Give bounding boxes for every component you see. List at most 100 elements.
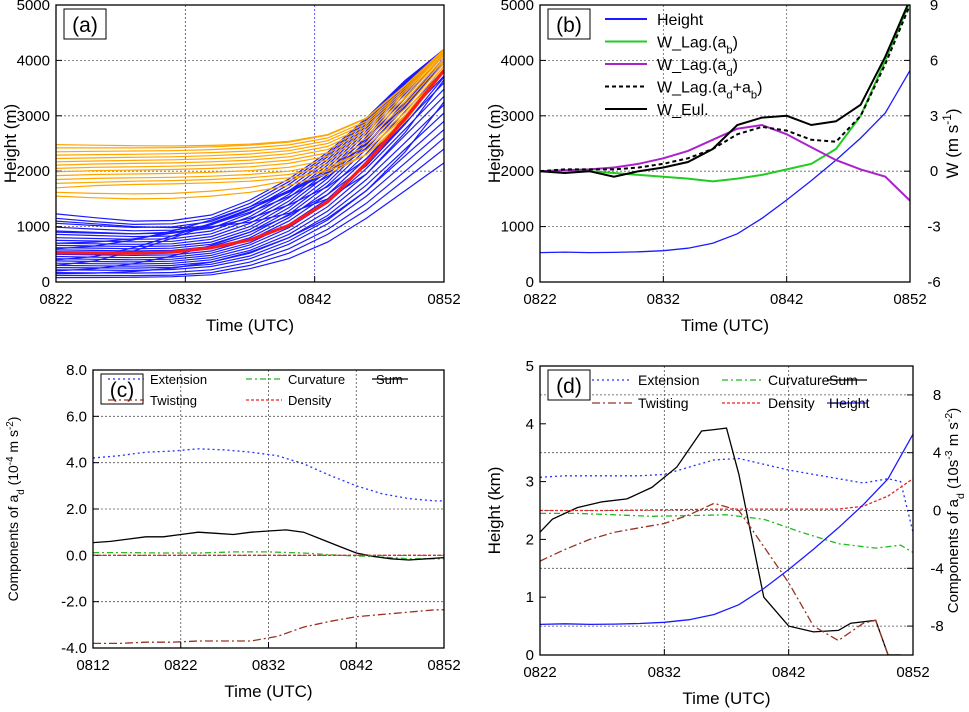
mean-trajectory-line bbox=[56, 69, 444, 255]
y-axis-label: Height (m) bbox=[1, 104, 20, 183]
trajectory-line-orange bbox=[56, 57, 444, 169]
x-axis-label: Time (UTC) bbox=[682, 689, 770, 708]
y-tick-label-right: 8 bbox=[933, 387, 941, 404]
y-tick-label: 3 bbox=[526, 474, 534, 491]
series-line bbox=[93, 551, 444, 560]
legend-label: Density bbox=[768, 395, 815, 411]
y-tick-label: 0 bbox=[526, 647, 534, 664]
legend-label: Curvature bbox=[768, 372, 830, 388]
trajectory-line-blue bbox=[56, 112, 444, 267]
x-tick-label: 0822 bbox=[523, 664, 556, 681]
y-tick-label: 1000 bbox=[501, 219, 534, 236]
y-axis-label-right: W (m s-1) bbox=[940, 108, 962, 178]
trajectory-line-orange bbox=[56, 50, 444, 156]
trajectory-line-blue bbox=[56, 53, 444, 248]
series-line bbox=[540, 427, 901, 655]
panel-label-box bbox=[547, 369, 591, 401]
series-line bbox=[540, 70, 910, 254]
trajectory-line-blue bbox=[56, 137, 444, 274]
y-tick-label-right: -3 bbox=[927, 219, 940, 236]
trajectory-line-blue bbox=[56, 95, 444, 263]
y-tick-label: 5000 bbox=[17, 0, 50, 14]
legend-label: Height bbox=[657, 12, 704, 29]
trajectory-line-orange bbox=[56, 48, 444, 147]
y-tick-label-right: 4 bbox=[933, 445, 941, 462]
panel-c: -4.0 -2.0 0.0 2.0 4.0 6.0 8.0 (c) 0812 0822 0832 08… bbox=[5, 362, 461, 701]
series-line bbox=[540, 5, 910, 183]
y-tick-label: 1 bbox=[526, 589, 534, 606]
y-tick-label: 4000 bbox=[17, 52, 50, 69]
y-tick-label-right: 6 bbox=[930, 52, 938, 69]
panel-label: (d) bbox=[556, 375, 582, 398]
y-tick-label: -4.0 bbox=[61, 640, 87, 657]
x-tick-label: 0842 bbox=[298, 291, 331, 308]
y-tick-label: 0 bbox=[42, 274, 50, 291]
panel-label: (c) bbox=[110, 379, 135, 402]
y-tick-label: 3000 bbox=[501, 108, 534, 125]
y-tick-label: 1000 bbox=[17, 219, 50, 236]
trajectory-lines bbox=[56, 48, 444, 279]
panel-label: (a) bbox=[72, 14, 98, 37]
series-line bbox=[93, 529, 444, 561]
trajectory-line-blue bbox=[56, 57, 444, 250]
y-tick-label: 2 bbox=[526, 531, 534, 548]
trajectory-line-blue bbox=[56, 48, 444, 222]
x-tick-label: 0832 bbox=[169, 291, 202, 308]
trajectory-line-blue bbox=[56, 162, 444, 279]
y-tick-label-right: 3 bbox=[930, 108, 938, 125]
legend-label: Density bbox=[288, 393, 332, 408]
trajectory-line-blue bbox=[56, 48, 444, 240]
legend-label: W_Lag.(ad+ab) bbox=[657, 80, 762, 102]
legend-label: Height bbox=[829, 395, 870, 411]
x-tick-label: 0832 bbox=[647, 291, 680, 308]
x-axis-label: Time (UTC) bbox=[206, 316, 294, 335]
trajectory-line-blue bbox=[56, 148, 444, 277]
trajectory-line-orange bbox=[56, 60, 444, 173]
y-tick-label: 5000 bbox=[501, 0, 534, 14]
legend-label: Sum bbox=[376, 372, 403, 387]
legend-label: W_Eul. bbox=[657, 102, 709, 119]
series-line bbox=[540, 457, 913, 533]
panel-label: (b) bbox=[556, 14, 582, 37]
legend-label: Curvature bbox=[288, 372, 345, 387]
plot-frame bbox=[539, 365, 914, 656]
trajectory-line-orange bbox=[56, 62, 444, 177]
plot-frame bbox=[55, 4, 445, 283]
y-axis-label: Height (m) bbox=[485, 104, 504, 183]
trajectory-line-blue bbox=[56, 101, 444, 275]
y-tick-label: 2000 bbox=[501, 163, 534, 180]
trajectory-line-orange bbox=[56, 49, 444, 153]
y-tick-label: 2000 bbox=[17, 163, 50, 180]
y-tick-label: 3000 bbox=[17, 108, 50, 125]
series-line bbox=[540, 478, 913, 512]
series-line bbox=[93, 448, 444, 502]
panel-label-box bbox=[547, 8, 591, 40]
y-tick-label: -2.0 bbox=[61, 594, 87, 611]
y-tick-label: 6.0 bbox=[66, 408, 87, 425]
x-tick-label: 0822 bbox=[523, 291, 556, 308]
series-line bbox=[540, 502, 901, 655]
legend: Extension Curvature Sum Twisting Density bbox=[108, 372, 408, 408]
panel-d: 0 1 2 3 4 5 -8 -4 0 4 8 (d) 0822 0832 0842 0852 Time (UT… bbox=[485, 358, 967, 708]
panel-a: 0 1000 2000 3000 4000 5000 (a) 0822 0832 0842 0852… bbox=[1, 0, 461, 335]
y-axis-label: Height (km) bbox=[485, 467, 504, 555]
y-tick-label-right: -4 bbox=[930, 560, 943, 577]
trajectory-line-blue bbox=[56, 120, 444, 269]
trajectory-line-orange bbox=[56, 71, 444, 189]
y-tick-label-right: 0 bbox=[930, 163, 938, 180]
series-line bbox=[540, 5, 909, 178]
series-line bbox=[93, 609, 444, 645]
x-tick-label: 0822 bbox=[39, 291, 72, 308]
x-tick-label: 0832 bbox=[648, 664, 681, 681]
y-tick-label-right: -6 bbox=[927, 274, 940, 291]
trajectory-line-blue bbox=[56, 49, 444, 245]
y-tick-label: 4 bbox=[526, 416, 534, 433]
x-tick-label: 0822 bbox=[164, 657, 197, 674]
series-line bbox=[540, 5, 910, 173]
y-tick-label: 2.0 bbox=[66, 501, 87, 518]
y-tick-label-right: -8 bbox=[930, 618, 943, 635]
legend: Height W_Lag.(ab)W_Lag.(ad)W_Lag.(ad+ab)W… bbox=[605, 12, 762, 119]
legend-label: Twisting bbox=[638, 395, 689, 411]
legend-label: W_Lag.(ab) bbox=[657, 35, 738, 57]
